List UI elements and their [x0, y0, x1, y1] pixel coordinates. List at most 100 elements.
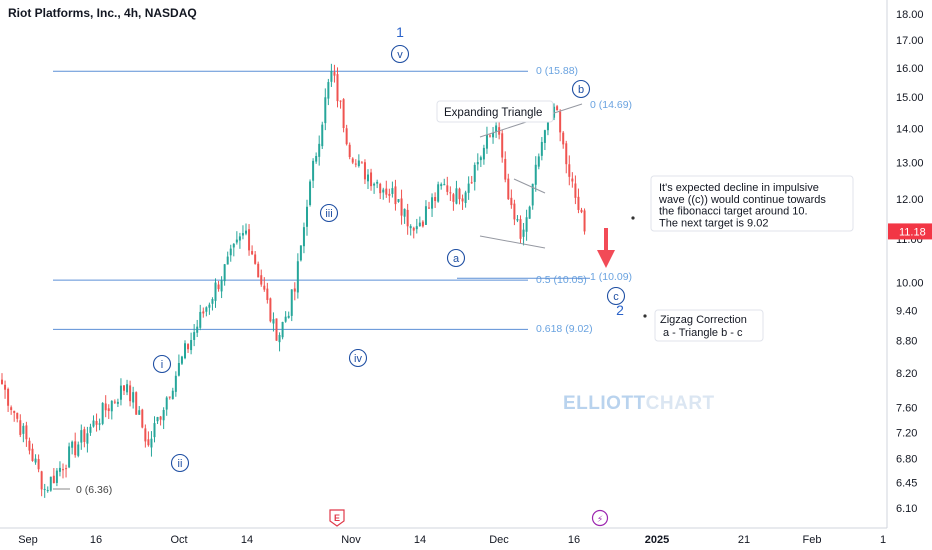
candle: [388, 188, 391, 203]
candle-body: [421, 221, 424, 227]
arrow-shaft: [604, 228, 608, 250]
last-price-bg: [888, 223, 932, 240]
candle: [135, 391, 138, 415]
candle-body: [324, 97, 327, 124]
candle-body: [406, 209, 409, 227]
candle-body: [388, 193, 391, 196]
candle-body: [101, 402, 104, 424]
note-line: It's expected decline in impulsive: [659, 182, 819, 194]
candle: [367, 169, 369, 190]
candle-body: [418, 222, 421, 227]
fib-label: 0 (6.36): [76, 484, 112, 496]
candle-body: [348, 144, 351, 158]
candle: [241, 225, 244, 240]
candle-body: [464, 192, 467, 203]
candle: [479, 155, 482, 168]
candle: [248, 224, 251, 256]
candle-body: [385, 188, 388, 195]
candle: [351, 157, 354, 165]
y-tick-label: 8.20: [896, 368, 917, 380]
candle: [327, 78, 330, 106]
candle-body: [412, 227, 415, 231]
wave-text: iv: [354, 353, 362, 365]
candle: [559, 109, 562, 142]
candle-body: [562, 132, 565, 145]
candle-body: [357, 160, 360, 166]
candle-body: [49, 476, 52, 491]
candle-body: [345, 128, 348, 145]
candle-body: [257, 263, 260, 278]
y-tick-label: 18.00: [896, 9, 924, 21]
candle: [306, 199, 308, 236]
candle-body: [382, 189, 385, 193]
candle-body: [476, 162, 479, 165]
candle-body: [147, 439, 150, 446]
y-tick-label: 6.45: [896, 478, 917, 490]
wave-label: i: [152, 354, 172, 374]
candle-body: [400, 198, 403, 216]
candle: [348, 142, 351, 160]
note-anchor-dot: [631, 216, 635, 220]
candle-body: [19, 420, 22, 435]
candle: [43, 483, 46, 498]
candle: [113, 399, 116, 405]
x-tick-label: 14: [414, 534, 426, 546]
candle: [482, 144, 485, 165]
candle-body: [302, 227, 305, 247]
candle-body: [501, 133, 504, 158]
candle-body: [95, 421, 98, 425]
candle: [235, 231, 238, 245]
candle-body: [449, 192, 452, 194]
candle: [4, 380, 7, 399]
candle-body: [446, 185, 449, 192]
candle-body: [62, 469, 64, 471]
candle-body: [129, 385, 132, 402]
candle-body: [507, 178, 510, 200]
candle: [65, 464, 68, 478]
candle-body: [156, 417, 159, 422]
candle-body: [315, 155, 318, 162]
candle: [333, 64, 336, 83]
candle-body: [251, 251, 254, 255]
candle-body: [98, 423, 101, 425]
candle-body: [162, 409, 165, 421]
watermark: ELLIOTTCHART: [563, 393, 715, 414]
candle-body: [199, 311, 202, 328]
candle-body: [235, 239, 238, 243]
candle: [13, 410, 16, 422]
candle-body: [342, 99, 345, 129]
wave-label: iii: [319, 203, 339, 223]
candle-body: [290, 289, 293, 316]
candle-body: [40, 471, 43, 490]
candle: [284, 311, 287, 323]
candle: [513, 199, 516, 226]
candle-body: [284, 316, 287, 322]
candle: [574, 175, 577, 205]
candle: [138, 406, 141, 415]
candle: [202, 307, 205, 318]
candle-body: [546, 117, 549, 131]
wave-text: c: [613, 291, 619, 303]
candle-body: [336, 74, 339, 102]
candle: [418, 216, 421, 227]
candle-body: [275, 318, 278, 341]
candle: [263, 277, 266, 292]
candle-body: [43, 488, 46, 490]
candle: [89, 423, 92, 436]
candle: [7, 387, 10, 412]
candle-body: [299, 245, 302, 261]
candle: [119, 378, 122, 406]
candle: [293, 282, 296, 301]
candle-body: [376, 181, 379, 184]
candle-body: [25, 425, 28, 440]
candle: [162, 407, 165, 430]
candle: [184, 340, 186, 360]
candle: [324, 88, 327, 131]
candle: [296, 253, 299, 299]
wave-label: 2: [616, 302, 624, 318]
candle: [110, 400, 113, 420]
wave-number: 2: [616, 302, 624, 318]
note-box: [650, 175, 854, 232]
candle-body: [409, 226, 412, 229]
